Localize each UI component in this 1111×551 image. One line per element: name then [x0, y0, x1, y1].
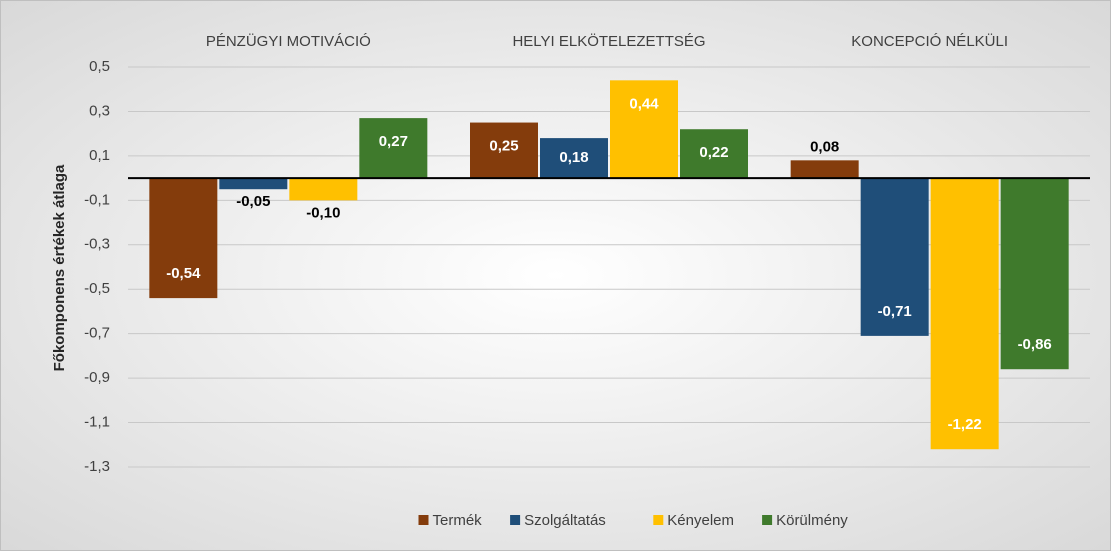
data-label: -0,71	[878, 303, 912, 320]
data-label: -0,10	[306, 204, 340, 221]
data-label: 0,08	[810, 138, 839, 155]
y-tick-label: -0,3	[84, 236, 110, 253]
legend-swatch	[653, 515, 664, 525]
data-label: -0,05	[236, 193, 270, 210]
y-tick-label: -0,1	[84, 191, 110, 208]
data-label: 0,22	[699, 144, 728, 161]
data-label: 0,27	[379, 133, 408, 150]
bar	[540, 138, 608, 179]
data-label: 0,18	[559, 149, 588, 166]
data-label: 0,44	[629, 95, 659, 112]
y-tick-label: -0,9	[84, 369, 110, 386]
bar	[610, 80, 678, 179]
category-label: HELYI ELKÖTELEZETTSÉG	[512, 32, 705, 50]
bar	[359, 118, 428, 179]
legend-label: Kényelem	[667, 512, 734, 529]
y-tick-label: -1,1	[84, 414, 110, 431]
y-tick-label: -1,3	[84, 458, 110, 475]
data-label: -0,86	[1018, 336, 1052, 353]
data-label: -1,22	[948, 416, 982, 433]
bar	[930, 178, 999, 450]
y-tick-label: 0,3	[89, 102, 110, 119]
y-tick-label: -0,7	[84, 325, 110, 342]
bar	[470, 122, 538, 179]
bar	[149, 178, 218, 299]
legend-label: Szolgáltatás	[524, 512, 606, 529]
y-axis-title: Főkomponens értékek átlaga	[51, 164, 68, 371]
legend-label: Körülmény	[776, 512, 848, 529]
bar	[790, 160, 859, 179]
y-tick-label: -0,5	[84, 280, 110, 297]
bar	[860, 178, 929, 336]
bar	[219, 178, 288, 190]
legend-swatch	[418, 515, 429, 525]
bar	[1000, 178, 1069, 370]
legend-label: Termék	[433, 512, 483, 529]
legend-swatch	[510, 515, 521, 525]
bar	[680, 129, 748, 179]
data-label: -0,54	[166, 265, 201, 282]
data-label: 0,25	[489, 138, 518, 155]
y-tick-label: 0,1	[89, 147, 110, 164]
category-label: PÉNZÜGYI MOTIVÁCIÓ	[206, 32, 371, 50]
category-label: KONCEPCIÓ NÉLKÜLI	[851, 32, 1008, 50]
legend-swatch	[762, 515, 773, 525]
bar	[289, 178, 358, 201]
y-tick-label: 0,5	[89, 58, 110, 75]
